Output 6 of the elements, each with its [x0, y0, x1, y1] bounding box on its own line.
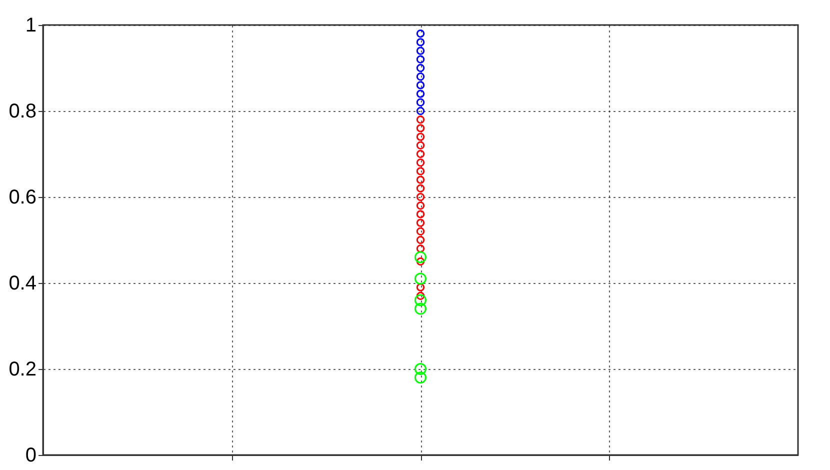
y-tick-label: 0: [25, 444, 36, 466]
y-tick-label: 0.6: [8, 186, 36, 208]
y-tick-label: 1: [25, 14, 36, 36]
y-tick-label: 0.8: [8, 100, 36, 122]
y-tick-label: 0.4: [8, 272, 36, 294]
y-tick-label: 0.2: [8, 358, 36, 380]
